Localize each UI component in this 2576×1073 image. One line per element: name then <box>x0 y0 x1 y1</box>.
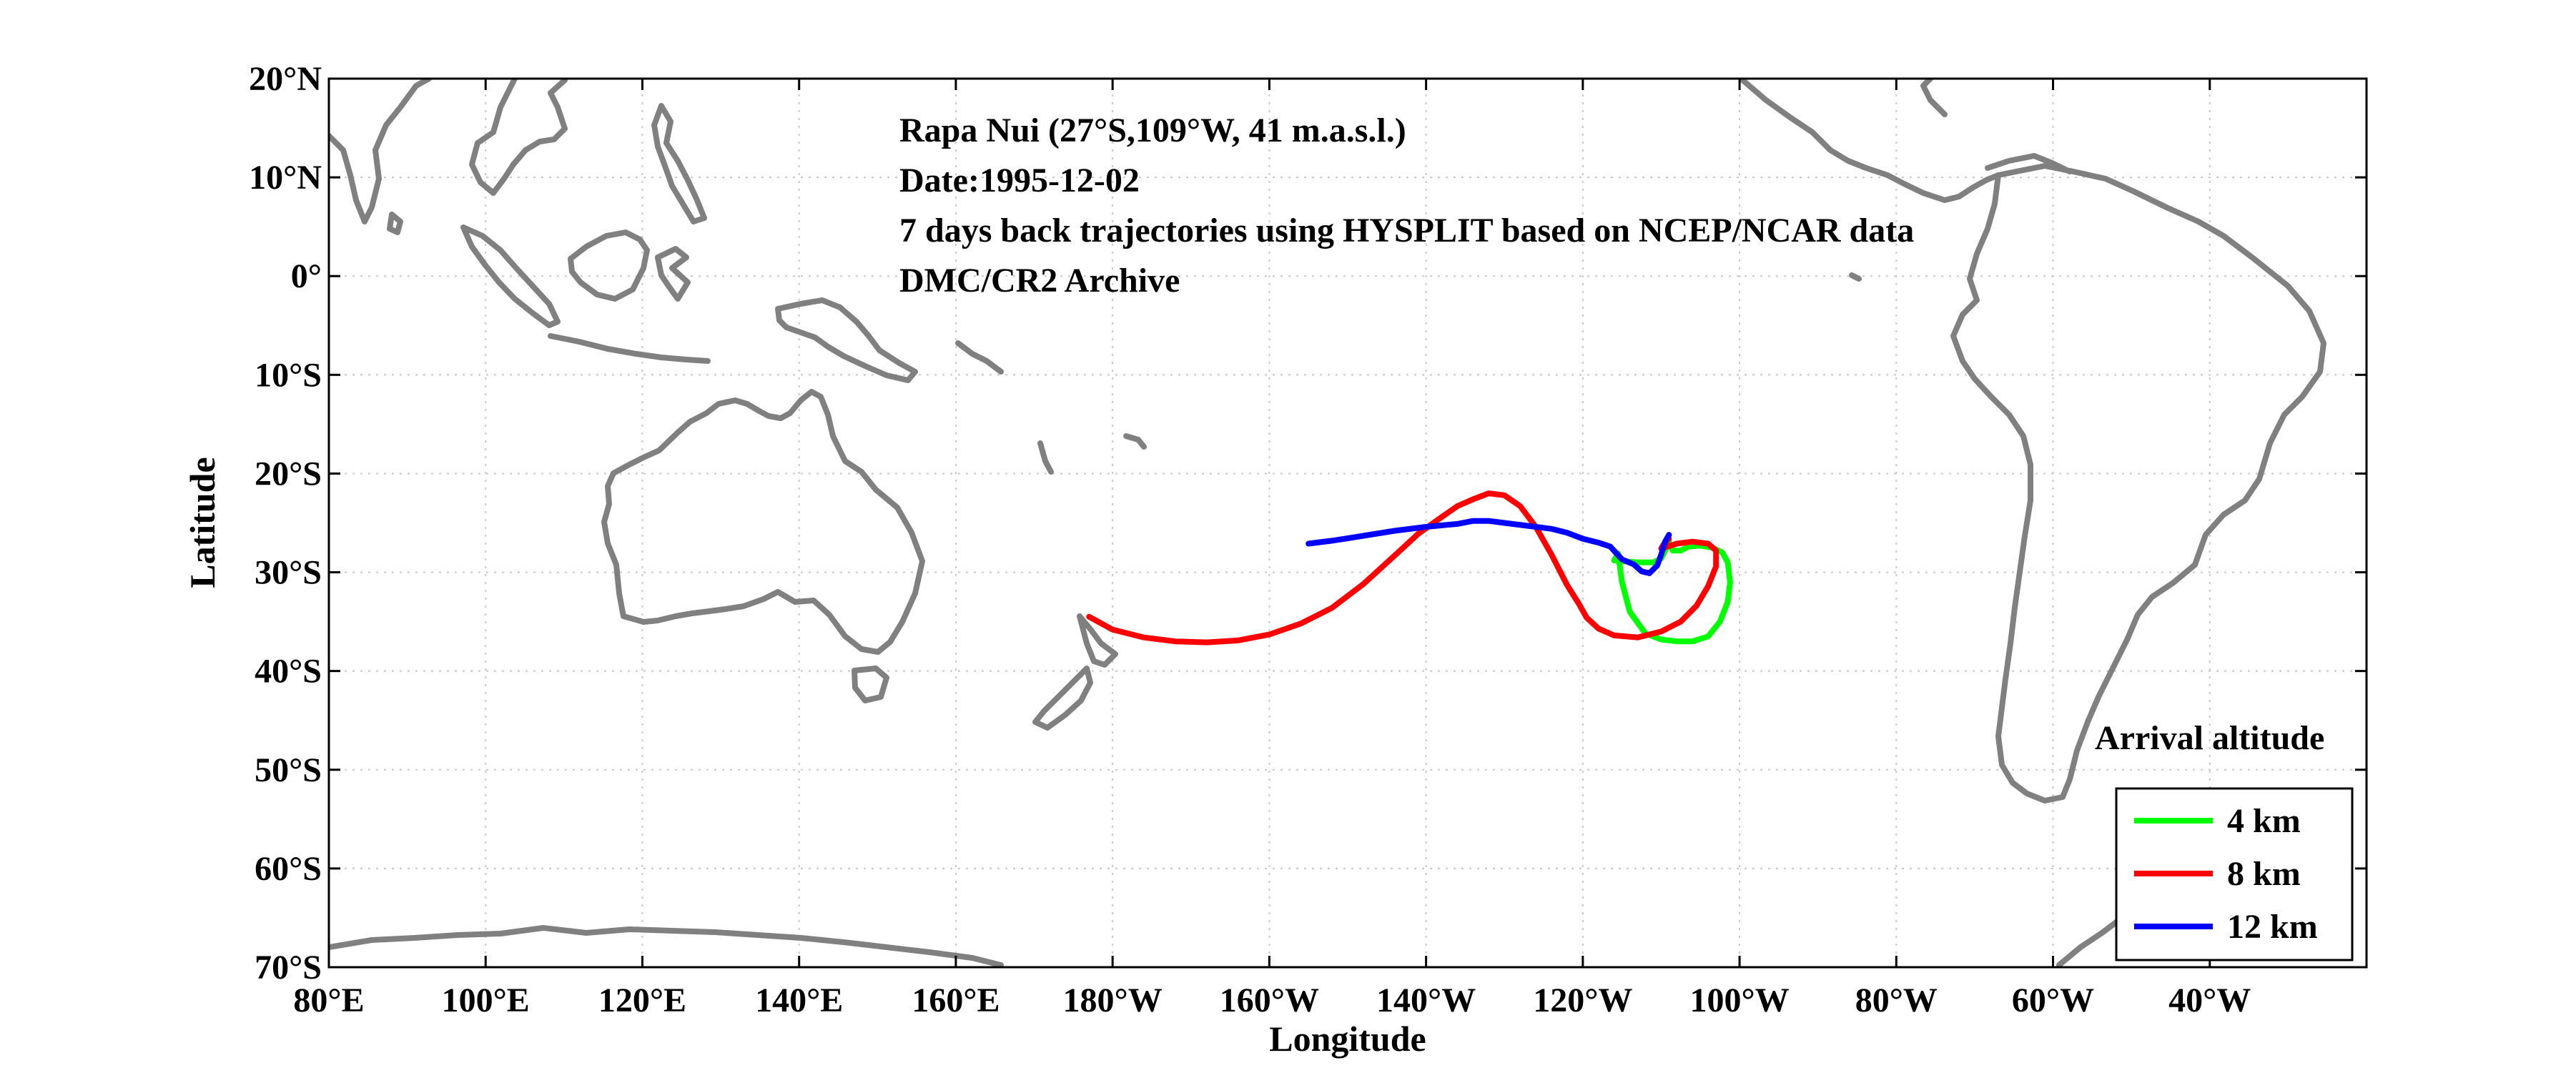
trajectory-8km <box>1086 490 1719 646</box>
trajectory-12km <box>1306 518 1672 576</box>
coast-central-america <box>1738 79 2001 203</box>
legend-title: Arrival altitude <box>2095 719 2324 757</box>
y-tick-label: 0° <box>291 257 322 295</box>
x-tick-label: 140°W <box>1376 981 1476 1019</box>
x-tick-label: 60°W <box>2012 981 2094 1019</box>
annotation-archive: DMC/CR2 Archive <box>899 262 1180 300</box>
annotation-station: Rapa Nui (27°S,109°W, 41 m.a.s.l.) <box>899 112 1406 149</box>
coast-vanuatu <box>1037 440 1054 475</box>
coast-se-asia <box>469 79 568 196</box>
coast-sulawesi <box>655 246 691 302</box>
x-tick-label: 120°W <box>1533 981 1632 1019</box>
y-tick-label: 10°S <box>255 356 322 394</box>
legend-label-12km: 12 km <box>2227 908 2318 946</box>
coast-south-america <box>1950 163 2326 803</box>
x-tick-label: 40°W <box>2168 981 2251 1019</box>
coast-sumatra <box>460 224 561 328</box>
coast-java <box>548 333 711 364</box>
legend-label-8km: 8 km <box>2227 855 2301 893</box>
coast-sri-lanka <box>387 212 403 235</box>
y-tick-label: 20°S <box>255 455 322 493</box>
coast-new-guinea <box>775 297 918 383</box>
coast-gulf <box>1920 79 1948 117</box>
y-tick-label: 60°S <box>255 850 322 888</box>
trajectory-4km <box>1611 538 1733 645</box>
axis-ticks: 80°E 100°E 120°E 140°E 160°E 180°W 160°W 140°W 1… <box>249 60 2367 1019</box>
coast-galapagos <box>1849 272 1862 282</box>
x-tick-label: 160°E <box>912 981 1000 1019</box>
coastlines <box>329 79 2326 967</box>
x-tick-label: 100°W <box>1689 981 1789 1019</box>
plot-frame <box>327 77 2368 969</box>
x-tick-label: 80°W <box>1855 981 1938 1019</box>
coast-new-zealand-north <box>1077 613 1118 668</box>
y-tick-label: 70°S <box>255 949 322 987</box>
coast-antarctica <box>329 925 1004 967</box>
x-tick-label: 180°W <box>1063 981 1163 1019</box>
y-tick-label: 50°S <box>255 751 322 789</box>
y-tick-label: 30°S <box>255 554 322 592</box>
y-tick-label: 10°N <box>249 159 322 197</box>
x-tick-label: 140°E <box>755 981 843 1019</box>
coast-tasmania <box>852 666 889 703</box>
trajectories <box>1086 490 1733 646</box>
y-axis-label: Latitude <box>182 457 222 588</box>
coast-solomon <box>955 340 1004 375</box>
coast-borneo <box>568 229 650 302</box>
x-tick-label: 120°E <box>598 981 686 1019</box>
x-tick-label: 160°W <box>1220 981 1319 1019</box>
x-tick-label: 80°E <box>293 981 364 1019</box>
grid <box>328 78 2367 968</box>
y-tick-label: 40°S <box>255 653 322 691</box>
x-tick-label: 100°E <box>442 981 530 1019</box>
annotation-date: Date:1995-12-02 <box>899 162 1140 199</box>
x-axis-label: Longitude <box>1269 1019 1426 1059</box>
y-tick-label: 20°N <box>249 60 322 98</box>
coast-fiji <box>1123 433 1147 450</box>
coast-australia <box>601 389 925 655</box>
legend: Arrival altitude 4 km 8 km 12 km <box>2095 719 2354 961</box>
legend-label-4km: 4 km <box>2227 802 2301 840</box>
annotation-method: 7 days back trajectories using HYSPLIT b… <box>899 212 1914 249</box>
coast-philippines <box>651 103 707 224</box>
coast-india <box>329 79 432 224</box>
coast-new-zealand-south <box>1032 666 1093 731</box>
